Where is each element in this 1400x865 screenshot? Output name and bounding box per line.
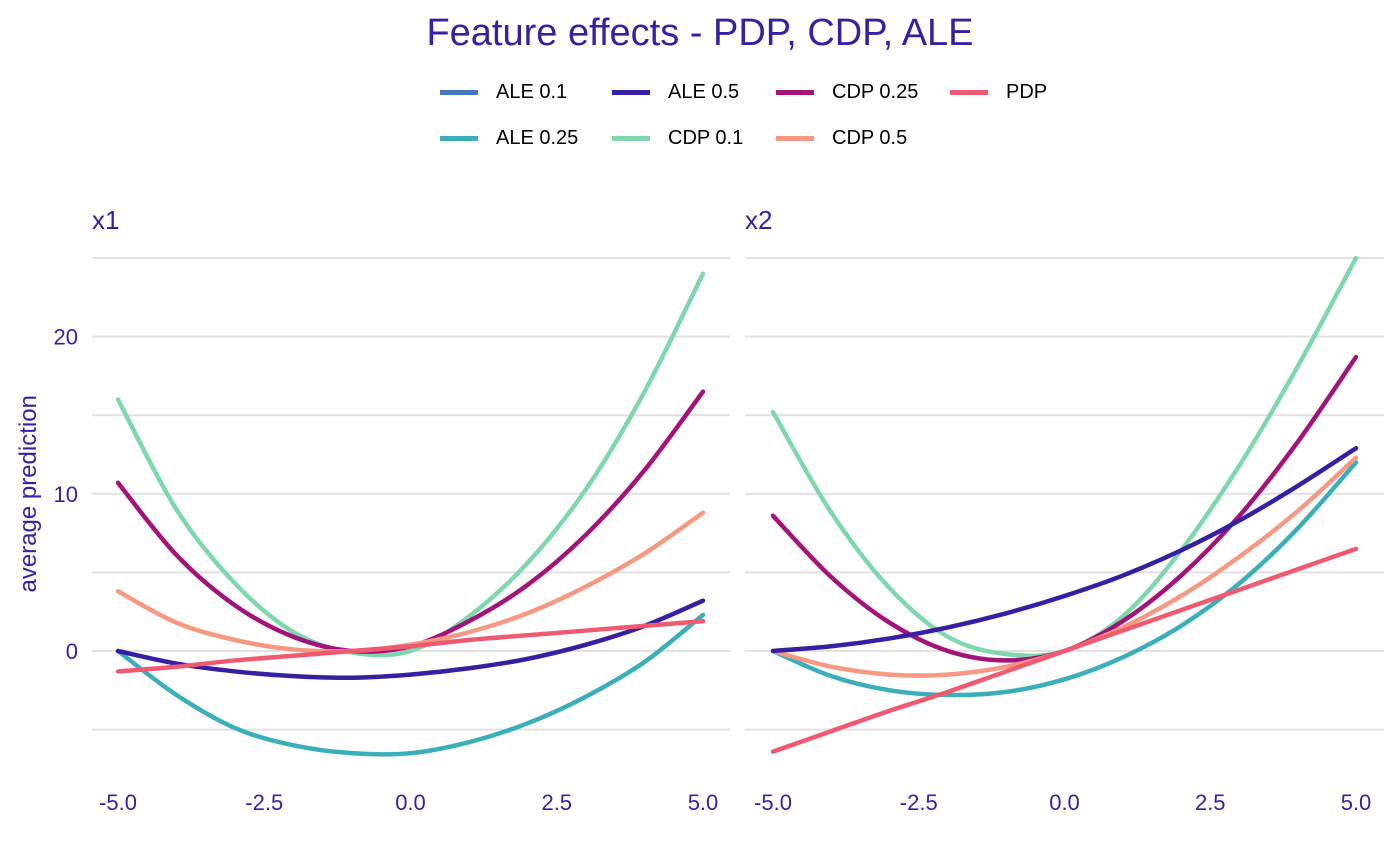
y-axis-label: average prediction: [15, 395, 42, 592]
series-line-x2-ale-0-25: [770, 460, 1359, 698]
x-tick-label: -2.5: [245, 790, 283, 815]
series-line-x1-cdp-0-25: [115, 389, 706, 654]
series-line-x1-ale-0-5: [115, 598, 706, 681]
legend-swatch: [776, 135, 814, 141]
legend-item-pdp: PDP: [950, 80, 1047, 104]
series-line-x2-pdp: [770, 546, 1359, 754]
series-line-x1-ale-0-25: [115, 612, 706, 757]
legend-swatch: [440, 135, 478, 141]
x-tick-label: 0.0: [1049, 790, 1080, 815]
legend-swatch: [776, 89, 814, 95]
panel-label-x2: x2: [745, 205, 772, 235]
legend-label: PDP: [1006, 80, 1048, 103]
legend-swatch: [440, 89, 478, 95]
x-tick-label: 2.5: [1195, 790, 1226, 815]
legend-label: CDP 0.1: [668, 126, 744, 149]
x-tick-label: 2.5: [541, 790, 572, 815]
y-tick-label: 10: [54, 482, 78, 507]
chart-title: Feature effects - PDP, CDP, ALE: [426, 12, 974, 54]
legend-label: ALE 0.25: [496, 126, 579, 149]
legend-swatch: [612, 135, 650, 141]
legend-label: CDP 0.25: [832, 80, 919, 103]
y-tick-label: 20: [54, 325, 78, 350]
legend-item-ale-0-25: ALE 0.25: [440, 126, 578, 150]
legend-label: ALE 0.1: [496, 80, 568, 103]
legend-label: CDP 0.5: [832, 126, 908, 149]
x-tick-label: 5.0: [1341, 790, 1372, 815]
x-tick-label: -2.5: [900, 790, 938, 815]
legend-item-cdp-0-1: CDP 0.1: [612, 126, 743, 150]
panel-label-x1: x1: [92, 205, 119, 235]
legend-swatch: [950, 89, 988, 95]
legend-item-ale-0-5: ALE 0.5: [612, 80, 739, 104]
series-line-x2-cdp-0-25: [770, 354, 1359, 663]
x-tick-label: -5.0: [99, 790, 137, 815]
legend-swatch: [612, 89, 650, 95]
y-tick-label: 0: [66, 639, 78, 664]
series-line-x1-pdp: [115, 618, 706, 674]
legend-item-cdp-0-25: CDP 0.25: [776, 80, 918, 104]
legend-item-cdp-0-5: CDP 0.5: [776, 126, 907, 150]
legend: ALE 0.1 ALE 0.5 CDP 0.25 PDP ALE 0.25 CDP 0.1…: [0, 0, 1400, 170]
series-line-x1-cdp-0-1: [115, 271, 706, 658]
legend-label: ALE 0.5: [668, 80, 740, 103]
legend-item-ale-0-1: ALE 0.1: [440, 80, 567, 104]
x-tick-label: -5.0: [754, 790, 792, 815]
x-tick-label: 0.0: [395, 790, 426, 815]
x-tick-label: 5.0: [688, 790, 719, 815]
series-line-x2-ale-0-5: [770, 445, 1359, 654]
